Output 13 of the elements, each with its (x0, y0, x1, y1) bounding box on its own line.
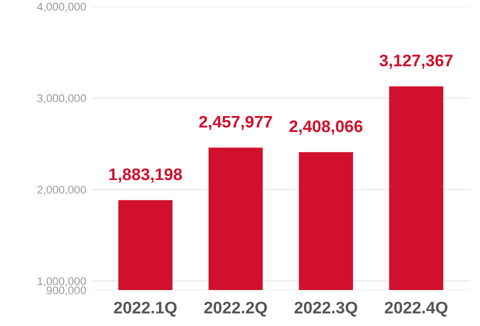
data-label: 2,457,977 (199, 116, 272, 130)
data-label: 2,408,066 (289, 120, 362, 135)
data-label: 3,127,367 (380, 54, 453, 69)
x-tick-label: 2022.2Q (204, 302, 267, 317)
y-tick-label: 2,000,000 (37, 186, 86, 195)
y-tick-label: 3,000,000 (37, 94, 86, 104)
y-tick-label: 4,000,000 (37, 2, 86, 12)
x-tick-label: 2022.4Q (384, 302, 448, 317)
x-tick-label: 2022.3Q (294, 302, 358, 317)
y-tick-label: 1,000,000 (38, 277, 86, 286)
y-tick-label: 900,000 (46, 286, 86, 296)
data-label: 1,883,198 (109, 168, 182, 183)
x-tick-label: 2022.1Q (114, 302, 177, 317)
